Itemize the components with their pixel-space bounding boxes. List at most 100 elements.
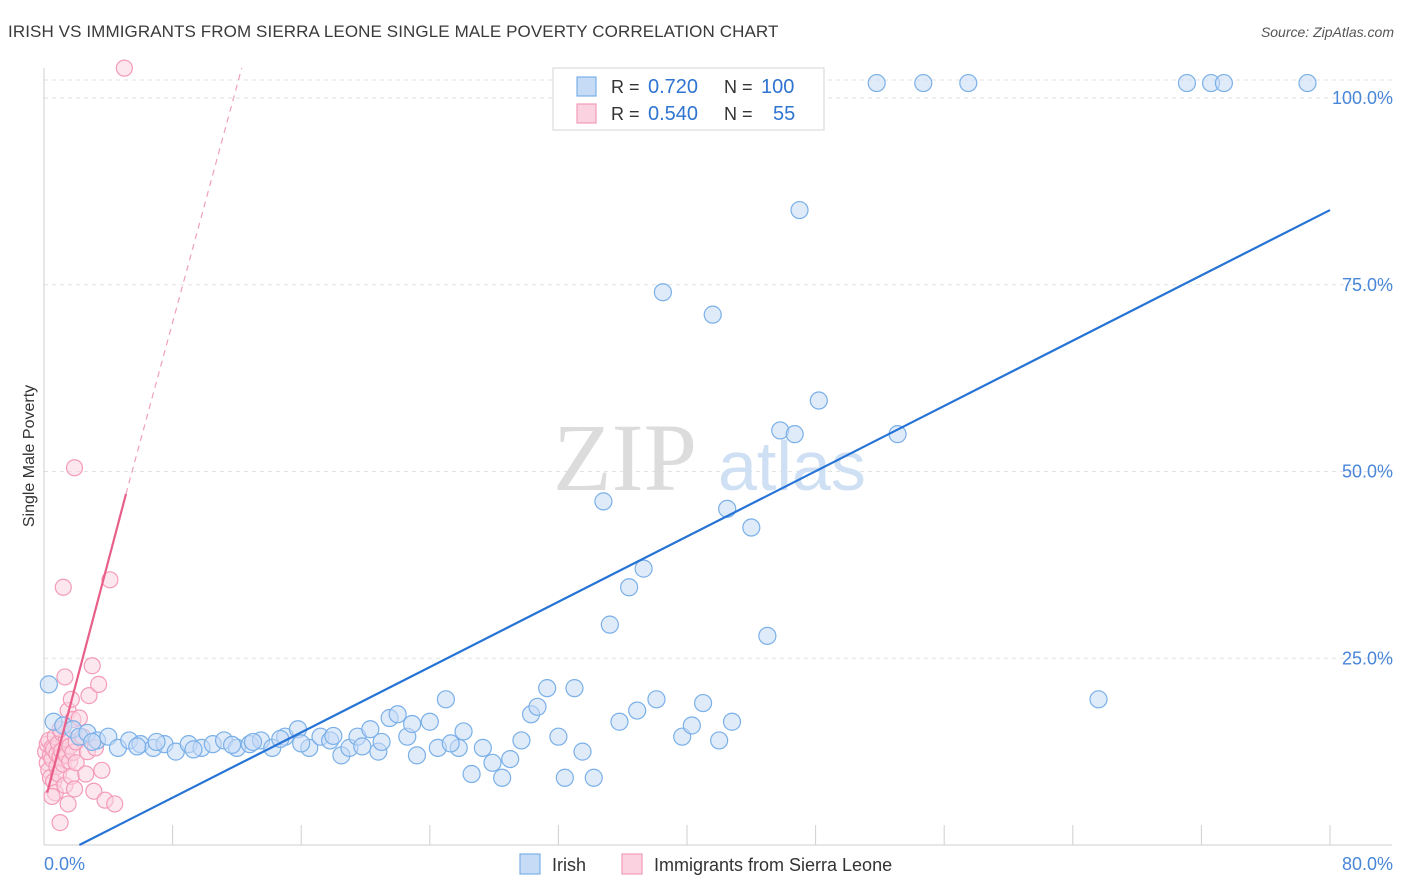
data-point — [565, 679, 584, 698]
data-point — [441, 734, 460, 753]
data-point — [758, 626, 777, 645]
data-point — [501, 749, 520, 769]
data-point — [610, 712, 629, 731]
data-point — [403, 714, 422, 734]
stats-legend-r-value: 0.540 — [648, 103, 698, 125]
stats-legend-n-value: 100 — [761, 76, 794, 98]
data-point — [647, 690, 666, 709]
data-point — [538, 679, 557, 698]
stats-legend-n-value: 55 — [773, 103, 795, 125]
data-point — [584, 768, 603, 787]
data-point — [436, 690, 455, 709]
data-point — [462, 764, 481, 784]
series-irish-points — [39, 73, 1317, 787]
stats-legend-n-label: N = — [724, 77, 753, 97]
data-point — [718, 499, 737, 518]
data-point — [67, 754, 85, 772]
data-point — [222, 735, 242, 755]
data-point — [594, 492, 613, 511]
data-point — [85, 782, 103, 800]
data-point — [1177, 73, 1197, 93]
stats-legend-r-label: R = — [611, 77, 640, 97]
trend-lines — [46, 67, 1331, 846]
data-point — [101, 571, 119, 589]
data-point — [722, 712, 742, 731]
data-point — [372, 732, 391, 752]
stats-legend-swatch-irish — [576, 76, 597, 97]
data-point — [600, 615, 619, 634]
data-point — [80, 686, 98, 705]
data-point — [1298, 73, 1317, 93]
data-point — [1089, 690, 1108, 709]
data-point — [628, 701, 647, 720]
trend-line-sierra-leone — [46, 493, 128, 793]
data-point — [867, 73, 886, 93]
data-point — [243, 732, 263, 752]
stats-legend-swatch-sierra-leone — [576, 103, 597, 124]
data-point — [407, 746, 427, 765]
data-point — [693, 693, 713, 713]
stats-legend-frame — [552, 67, 825, 131]
data-point — [682, 716, 701, 735]
stats-legend: R = 0.720 N = 100 R = 0.540 N = 55 — [552, 67, 825, 131]
data-point — [90, 675, 108, 693]
data-point — [512, 731, 531, 750]
y-tick-label: 25.0% — [1342, 648, 1393, 668]
x-tick-label: 80.0% — [1342, 854, 1393, 874]
stats-legend-n-label: N = — [724, 104, 753, 124]
data-point — [51, 813, 69, 832]
data-point — [555, 768, 574, 787]
data-point — [914, 73, 933, 93]
data-point — [65, 459, 84, 477]
data-point — [77, 765, 95, 783]
data-point — [454, 722, 473, 741]
data-point — [115, 59, 133, 77]
data-point — [56, 668, 74, 686]
data-point — [959, 73, 978, 93]
y-tick-labels: 25.0% 50.0% 75.0% 100.0% — [1332, 88, 1393, 668]
data-point — [65, 780, 84, 798]
data-point — [620, 578, 639, 597]
series-legend-label-sierra-leone: Immigrants from Sierra Leone — [654, 855, 892, 875]
data-point — [353, 737, 372, 756]
data-point — [324, 726, 343, 746]
data-point — [39, 675, 58, 694]
data-point — [83, 657, 101, 675]
data-point — [147, 732, 166, 752]
chart-title: IRISH VS IMMIGRANTS FROM SIERRA LEONE SI… — [8, 22, 779, 41]
y-tick-label: 50.0% — [1342, 462, 1393, 482]
data-point — [1214, 73, 1234, 93]
watermark-zip: ZIP — [553, 404, 697, 511]
data-point — [483, 753, 502, 772]
grid-lines — [44, 79, 1392, 659]
data-point — [790, 200, 809, 220]
data-point — [785, 425, 804, 444]
data-point — [83, 732, 102, 752]
data-point — [888, 425, 907, 444]
data-point — [54, 578, 72, 596]
x-tick-label: 0.0% — [44, 854, 85, 874]
data-point — [473, 738, 492, 757]
y-axis-label: Single Male Poverty — [21, 385, 38, 527]
data-point — [549, 727, 568, 746]
series-legend: Irish Immigrants from Sierra Leone — [519, 853, 892, 875]
axes — [43, 68, 1392, 846]
data-point — [59, 795, 77, 813]
data-point — [106, 795, 124, 813]
data-point — [573, 742, 592, 761]
series-legend-swatch-sierra-leone — [621, 853, 643, 875]
stats-legend-r-label: R = — [611, 104, 640, 124]
trend-line-sierra-leone-extension — [125, 67, 243, 495]
trend-line-irish — [78, 209, 1331, 846]
data-point — [493, 768, 512, 787]
data-point — [93, 761, 111, 779]
x-tick-labels: 0.0% 80.0% — [44, 854, 1393, 874]
data-point — [128, 737, 147, 756]
data-point — [710, 731, 729, 750]
data-point — [292, 734, 311, 753]
data-point — [528, 697, 547, 716]
series-legend-label-irish: Irish — [552, 855, 586, 875]
data-point — [809, 391, 828, 410]
data-point — [43, 787, 61, 806]
